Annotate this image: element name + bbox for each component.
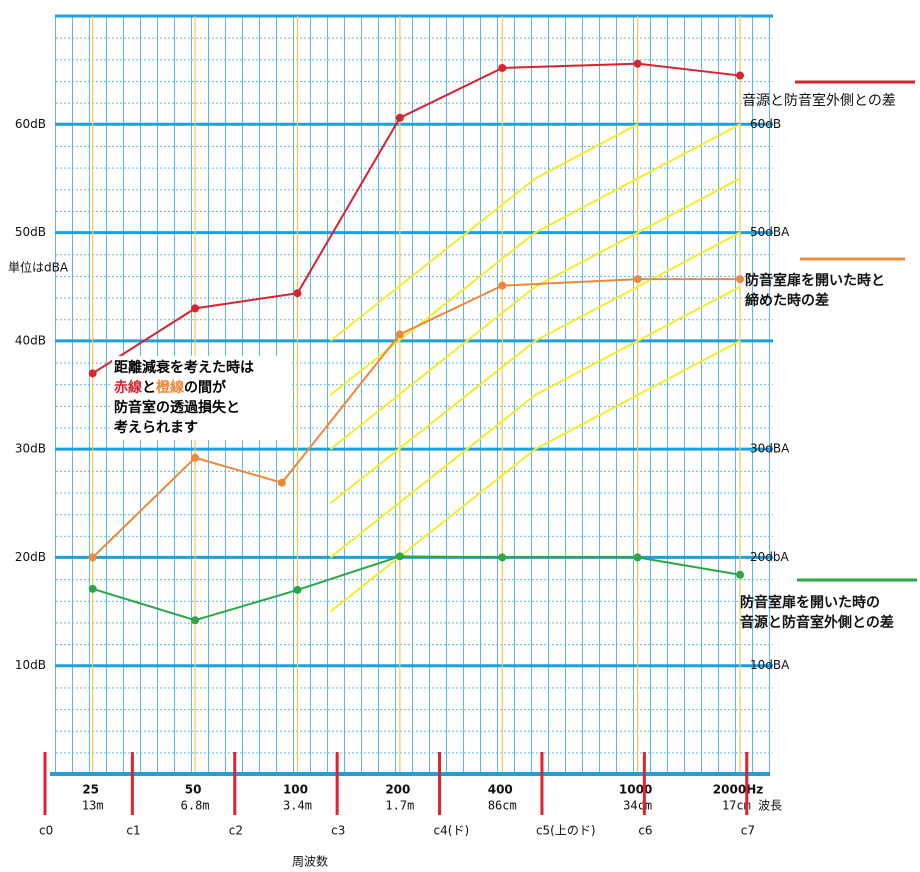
y-tick-label: 40dB: [15, 333, 46, 347]
x-tick-label: 400: [488, 783, 513, 797]
y2-tick-label: 20dbA: [750, 550, 790, 564]
data-point: [395, 552, 404, 561]
annotation-line: 考えられます: [114, 420, 198, 436]
wavelength-label: 17cm 波長: [722, 799, 782, 813]
data-point: [293, 289, 302, 298]
data-point: [498, 63, 507, 72]
annotation-line: 赤線と橙線の間が: [114, 378, 290, 398]
octave-label: c1: [126, 824, 140, 838]
data-point: [633, 275, 642, 284]
octave-label: c0: [39, 824, 53, 838]
octave-label: c5(上のド): [536, 824, 596, 838]
data-point: [395, 113, 404, 122]
y-tick-label: 20dB: [15, 550, 46, 564]
data-point: [191, 616, 200, 625]
x-axis-label: 周波数: [292, 854, 328, 869]
annotation-line: 防音室の透過損失と: [114, 400, 240, 416]
y2-tick-label: 30dBA: [750, 442, 790, 456]
y2-tick-label: 60dB: [750, 117, 781, 131]
data-point: [633, 59, 642, 68]
wavelength-label: 6.8m: [181, 799, 210, 813]
x-tick-label: 1000: [619, 783, 652, 797]
reference-line: [329, 231, 741, 505]
wavelength-label: 13m: [82, 799, 104, 813]
y-tick-label: 60dB: [15, 117, 46, 131]
reference-line: [329, 123, 741, 396]
wavelength-label: 86cm: [488, 799, 517, 813]
reference-line: [329, 285, 741, 559]
annotation-word: の間が: [184, 380, 226, 396]
y-tick-label: 10dB: [15, 658, 46, 672]
legend-label: 防音室扉を開いた時と 締めた時の差: [745, 273, 885, 309]
y-tick-label: 50dB: [15, 225, 46, 239]
legend-label: 音源と防音室外側との差: [742, 93, 896, 109]
annotation-line: 距離減衰を考えた時は: [114, 360, 254, 376]
annotation-word: と: [142, 380, 156, 396]
octave-label: c7: [741, 824, 755, 838]
data-point: [88, 584, 97, 593]
annotation: 距離減衰を考えた時は 赤線と橙線の間が 防音室の透過損失と 考えられます: [112, 356, 292, 440]
y-tick-label: 30dB: [15, 442, 46, 456]
data-point: [277, 478, 286, 487]
wavelength-label: 1.7m: [385, 799, 414, 813]
wavelength-label: 3.4m: [283, 799, 312, 813]
data-point: [498, 281, 507, 290]
x-tick-label: 2000Hz: [713, 783, 763, 797]
data-point: [736, 275, 745, 284]
data-point: [736, 570, 745, 579]
data-point: [191, 304, 200, 313]
x-tick-label: 200: [385, 783, 410, 797]
legend-label: 防音室扉を開いた時の 音源と防音室外側との差: [740, 595, 894, 631]
annotation-word: 赤線: [114, 380, 142, 396]
octave-label: c6: [638, 824, 652, 838]
data-point: [88, 369, 97, 378]
y2-tick-label: 10dBA: [750, 658, 790, 672]
x-tick-label: 50: [185, 783, 202, 797]
data-point: [293, 585, 302, 594]
y-axis-label: 単位はdBA: [8, 260, 69, 275]
y2-tick-label: 50dBA: [750, 225, 790, 239]
data-point: [88, 553, 97, 562]
data-point: [191, 453, 200, 462]
octave-label: c4(ド): [434, 824, 470, 838]
data-point: [736, 71, 745, 80]
reference-line: [329, 123, 639, 342]
reference-line: [329, 177, 741, 450]
data-point: [633, 553, 642, 562]
x-tick-label: 100: [283, 783, 308, 797]
octave-label: c2: [229, 824, 243, 838]
x-tick-label: 25: [82, 783, 99, 797]
annotation-word: 橙線: [156, 380, 184, 396]
data-point: [395, 330, 404, 339]
wavelength-label: 34cm: [623, 799, 652, 813]
data-point: [498, 553, 507, 562]
octave-label: c3: [331, 824, 345, 838]
